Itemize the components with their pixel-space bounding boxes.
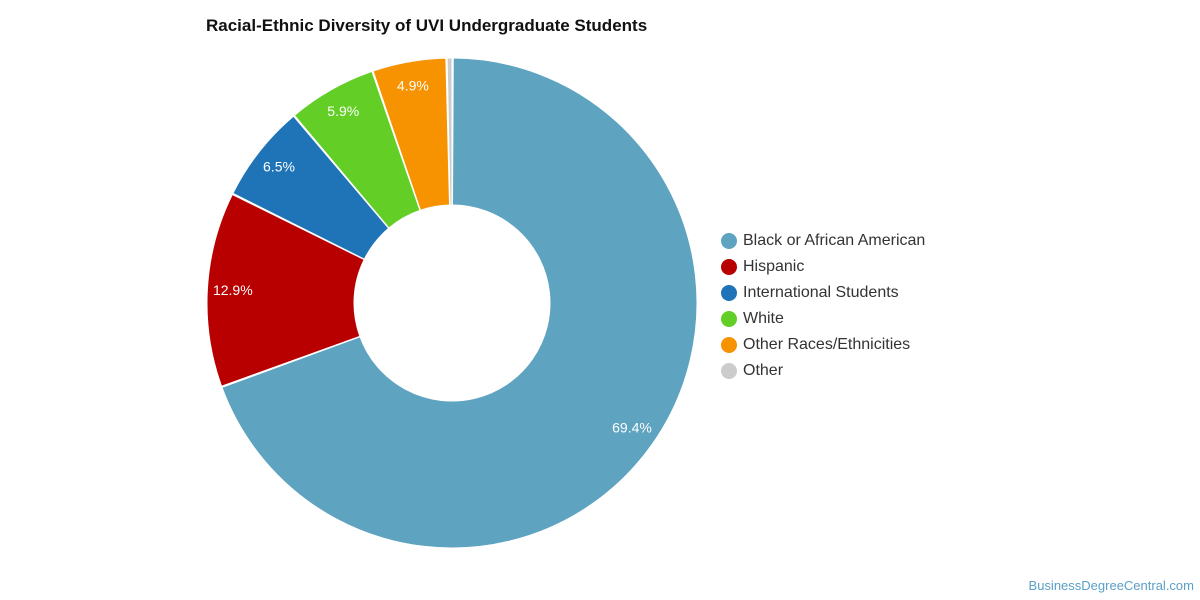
slice-hispanic [206, 193, 365, 387]
slice-label: 6.5% [263, 159, 295, 175]
legend-swatch-icon [721, 259, 737, 275]
legend-item[interactable]: White [721, 306, 925, 332]
slice-other [446, 57, 453, 206]
legend-label: International Students [743, 284, 899, 301]
slice-label: 5.9% [327, 103, 359, 119]
legend-label: Black or African American [743, 232, 926, 249]
legend-label: Other Races/Ethnicities [743, 336, 911, 353]
slice-white [293, 70, 421, 229]
slice-other-races-ethnicities [372, 57, 451, 211]
watermark: BusinessDegreeCentral.com [1028, 578, 1194, 593]
legend-swatch-icon [721, 233, 737, 249]
legend-swatch-icon [721, 285, 737, 301]
slice-black-or-african-american [221, 57, 698, 549]
slice-label: 69.4% [612, 419, 652, 435]
legend-item[interactable]: Black or African American [721, 228, 925, 254]
legend-label: White [743, 310, 784, 327]
legend-swatch-icon [721, 363, 737, 379]
legend-item[interactable]: Hispanic [721, 254, 925, 280]
slice-label: 12.9% [213, 282, 253, 298]
legend-item[interactable]: Other [721, 358, 925, 384]
chart-title: Racial-Ethnic Diversity of UVI Undergrad… [206, 16, 648, 35]
legend-swatch-icon [721, 337, 737, 353]
legend-swatch-icon [721, 311, 737, 327]
slice-international-students [232, 115, 390, 260]
legend-label: Other [743, 362, 784, 379]
legend-item[interactable]: Other Races/Ethnicities [721, 332, 925, 358]
legend-item[interactable]: International Students [721, 280, 925, 306]
legend-label: Hispanic [743, 258, 805, 275]
slice-label: 4.9% [397, 78, 429, 94]
chart-legend: Black or African American Hispanic Interna… [721, 228, 925, 384]
